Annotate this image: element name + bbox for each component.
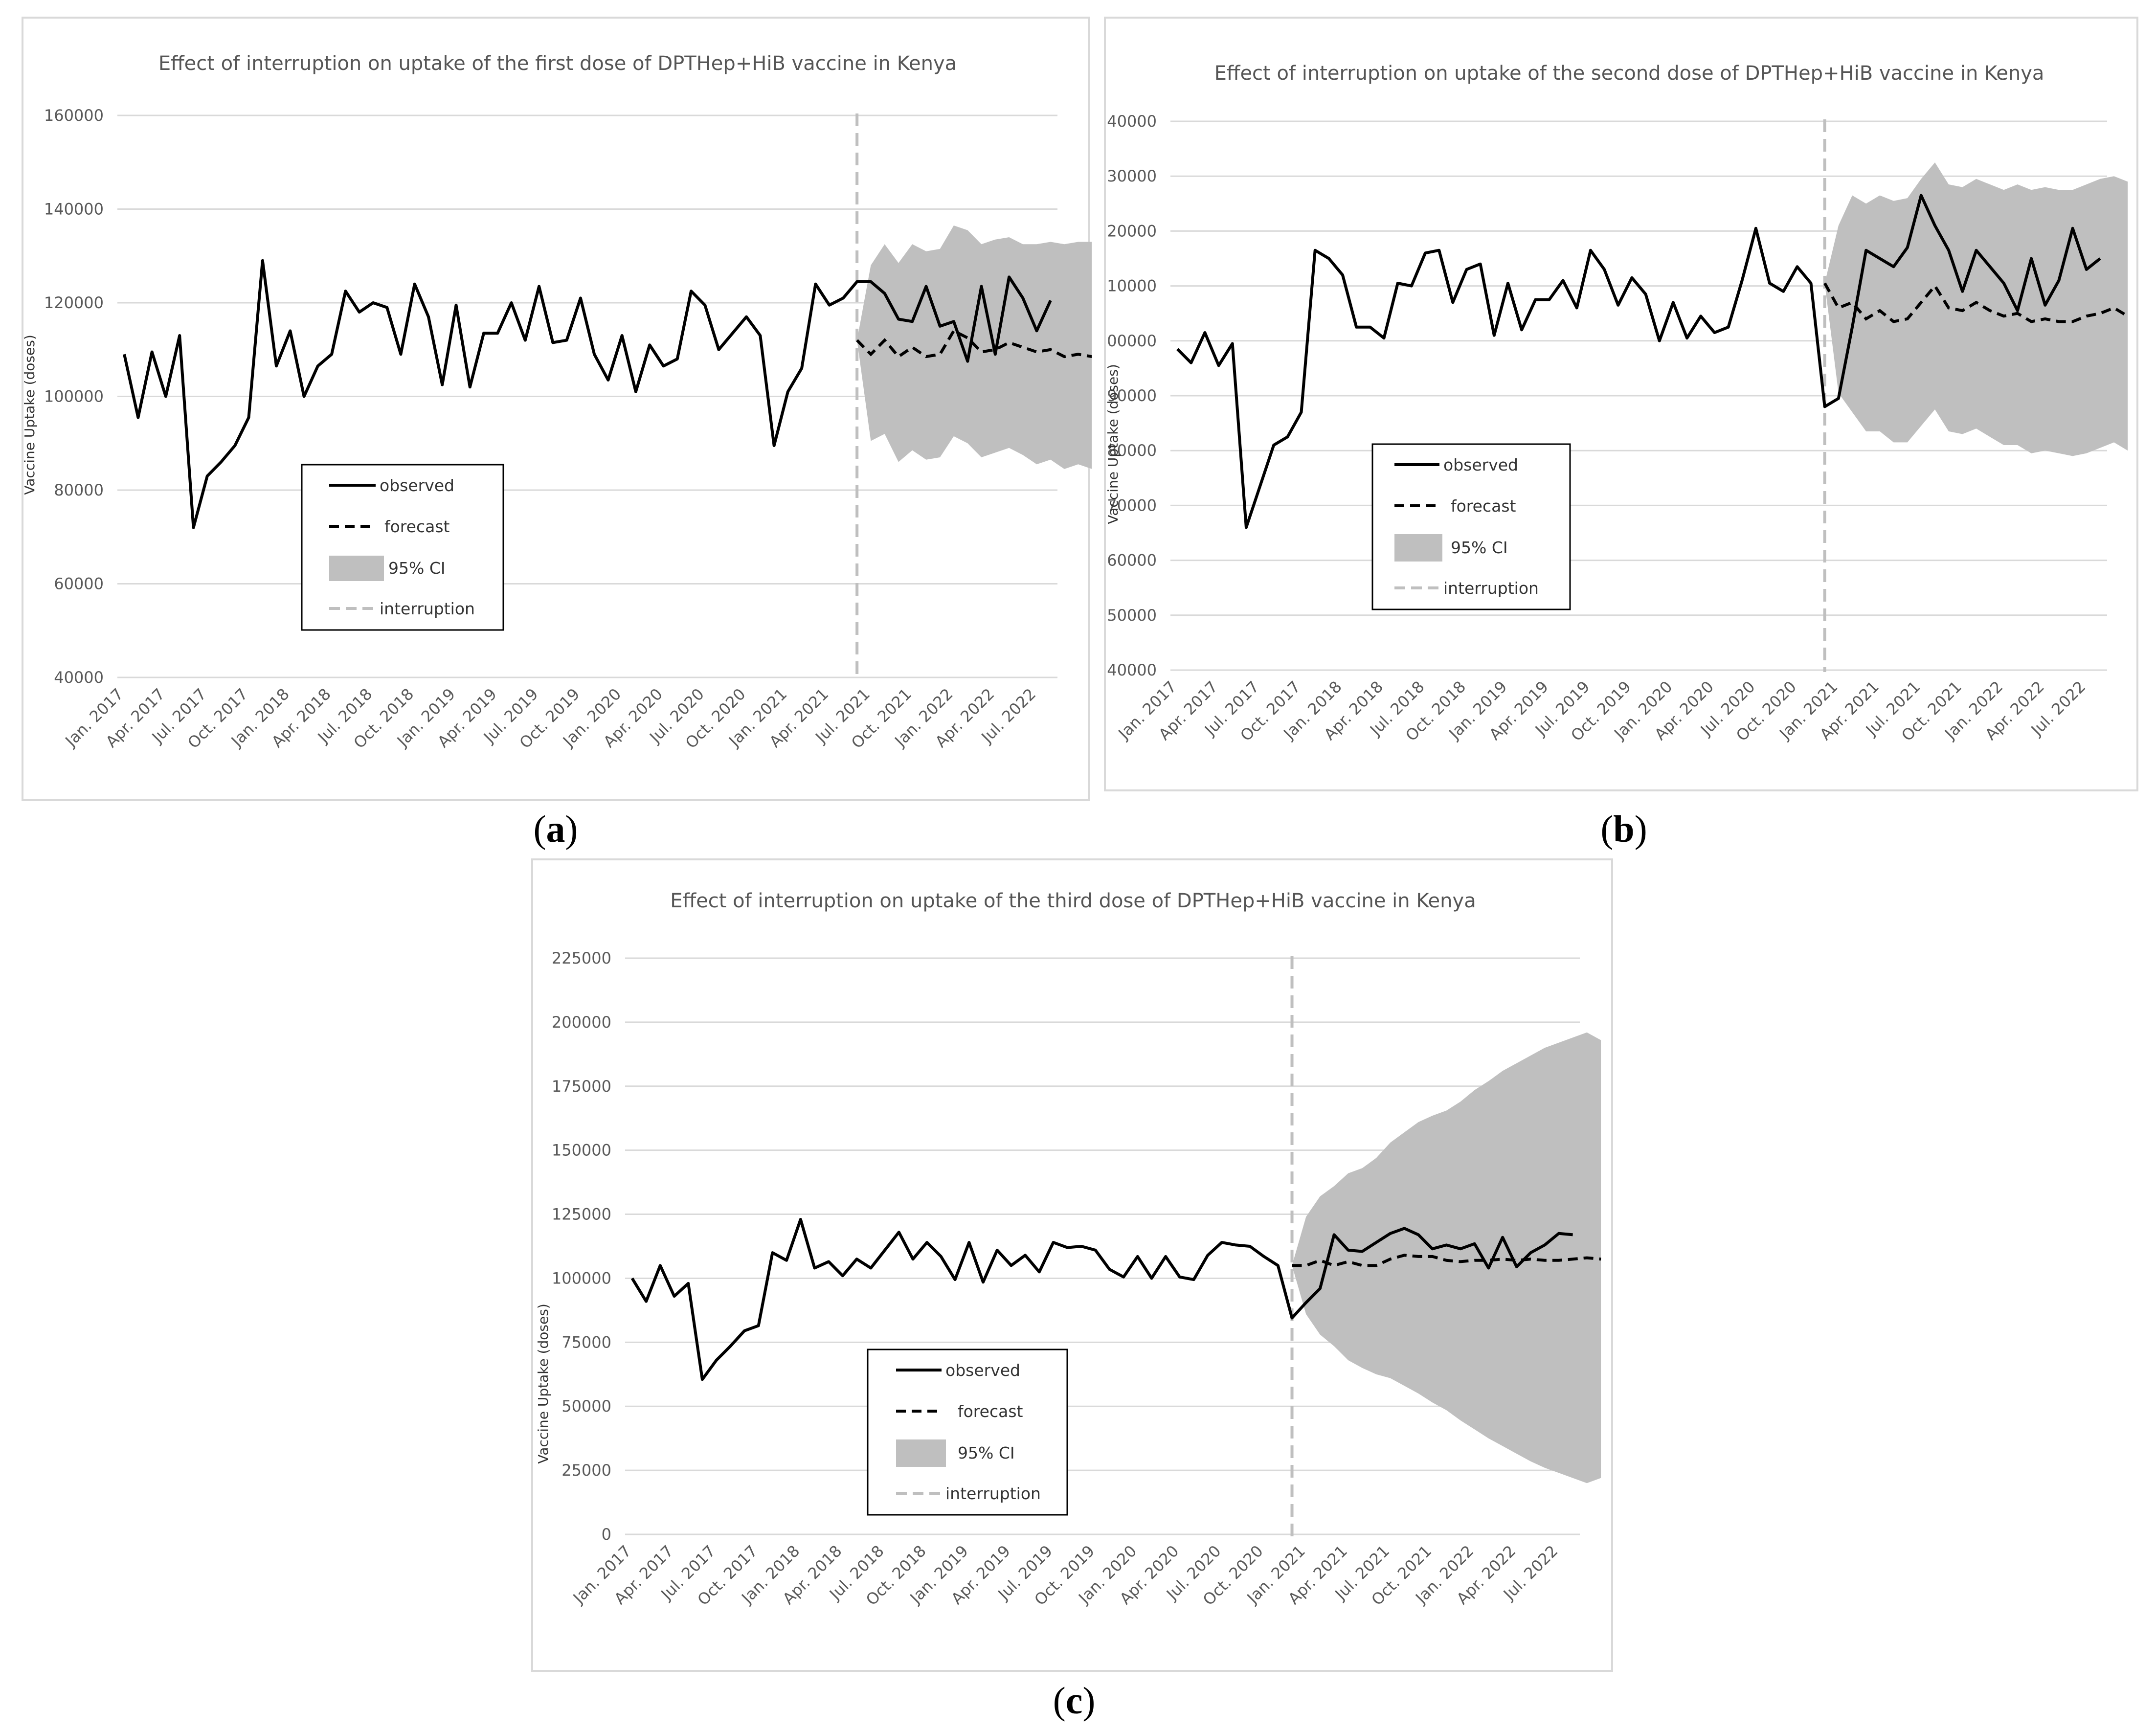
y-tick-label: 0 bbox=[602, 1525, 611, 1544]
ci-band-a bbox=[857, 225, 1092, 469]
ci-band-c bbox=[1292, 1032, 1601, 1484]
y-tick-label: 175000 bbox=[552, 1077, 611, 1096]
chart-svg-b: Effect of interruption on uptake of the … bbox=[1106, 62, 2129, 745]
y-tick-label: 80000 bbox=[1107, 441, 1157, 460]
y-ticks-a: 40000 60000 80000 100000 120000 140000 160000 bbox=[44, 106, 104, 687]
y-ticks-b: 40000 50000 60000 70000 80000 90000 100000 1100… bbox=[1106, 112, 1157, 679]
y-tick-label: 140000 bbox=[1106, 112, 1157, 131]
chart-panel-c: Effect of interruption on uptake of the … bbox=[531, 858, 1613, 1672]
chart-title-b: Effect of interruption on uptake of the … bbox=[1214, 62, 2044, 85]
y-tick-label: 60000 bbox=[1107, 551, 1157, 570]
y-tick-label: 75000 bbox=[561, 1333, 611, 1351]
y-tick-label: 120000 bbox=[44, 293, 104, 312]
y-tick-label: 150000 bbox=[552, 1141, 611, 1160]
y-axis-label-c: Vaccine Uptake (doses) bbox=[535, 1304, 551, 1463]
legend-b: observed forecast 95% CI interruption bbox=[1371, 443, 1571, 610]
legend-observed-label-a: observed bbox=[380, 476, 454, 495]
legend-ci-swatch-a bbox=[329, 556, 384, 581]
observed-series-a bbox=[123, 259, 1052, 529]
legend-ci-swatch-b bbox=[1394, 534, 1442, 562]
legend-observed-label-b: observed bbox=[1443, 455, 1518, 474]
y-tick-label: 225000 bbox=[552, 949, 611, 967]
legend-forecast-label-b: forecast bbox=[1451, 496, 1516, 516]
legend-forecast-label-a: forecast bbox=[384, 517, 450, 536]
legend-interruption-label-c: interruption bbox=[945, 1484, 1041, 1503]
y-tick-label: 110000 bbox=[1106, 277, 1157, 295]
y-axis-label-a: Vaccine Uptake (doses) bbox=[23, 335, 38, 495]
y-tick-label: 100000 bbox=[552, 1269, 611, 1287]
y-tick-label: 160000 bbox=[44, 106, 104, 125]
legend-observed-label-c: observed bbox=[945, 1361, 1020, 1380]
chart-svg-a: Effect of interruption on uptake of the … bbox=[23, 52, 1092, 752]
legend-ci-label-c: 95% CI bbox=[958, 1443, 1015, 1462]
y-axis-label-b: Vaccine Uptake (doses) bbox=[1106, 364, 1121, 524]
gridlines-a bbox=[117, 114, 1057, 678]
legend-interruption-label-a: interruption bbox=[380, 599, 475, 618]
y-ticks-c: 0 25000 50000 75000 100000 125000 150000 175000… bbox=[552, 949, 611, 1544]
legend-a: observed forecast 95% CI interruption bbox=[301, 464, 504, 631]
caption-c: (c) bbox=[1053, 1679, 1096, 1722]
ci-band-b bbox=[1824, 162, 2128, 456]
y-tick-label: 125000 bbox=[552, 1205, 611, 1224]
y-tick-label: 120000 bbox=[1106, 222, 1157, 240]
y-tick-label: 100000 bbox=[1106, 332, 1157, 350]
y-tick-label: 200000 bbox=[552, 1013, 611, 1032]
chart-svg-c: Effect of interruption on uptake of the … bbox=[535, 890, 1601, 1609]
y-tick-label: 80000 bbox=[54, 481, 104, 499]
y-tick-label: 130000 bbox=[1106, 167, 1157, 185]
y-tick-label: 100000 bbox=[44, 387, 104, 406]
legend-c: observed forecast 95% CI interruption bbox=[867, 1349, 1068, 1516]
chart-title-c: Effect of interruption on uptake of the … bbox=[670, 890, 1476, 912]
chart-panel-b: Effect of interruption on uptake of the … bbox=[1104, 17, 2138, 791]
y-tick-label: 50000 bbox=[1107, 606, 1157, 625]
forecast-series-c bbox=[1292, 1254, 1601, 1267]
forecast-series-b bbox=[1823, 282, 2129, 323]
y-tick-label: 60000 bbox=[54, 575, 104, 593]
legend-interruption-label-b: interruption bbox=[1443, 579, 1539, 598]
y-tick-label: 40000 bbox=[54, 668, 104, 687]
chart-panel-a: Effect of interruption on uptake of the … bbox=[22, 17, 1092, 801]
y-tick-label: 40000 bbox=[1107, 661, 1157, 679]
y-tick-label: 140000 bbox=[44, 200, 104, 219]
forecast-series-a bbox=[856, 329, 1092, 359]
y-tick-label: 25000 bbox=[561, 1461, 611, 1480]
legend-ci-label-b: 95% CI bbox=[1451, 538, 1508, 557]
y-tick-label: 70000 bbox=[1107, 496, 1157, 515]
y-tick-label: 50000 bbox=[561, 1397, 611, 1416]
y-tick-label: 90000 bbox=[1107, 386, 1157, 405]
caption-a: (a) bbox=[533, 808, 578, 850]
legend-ci-swatch-c bbox=[896, 1439, 946, 1467]
legend-forecast-label-c: forecast bbox=[958, 1402, 1023, 1421]
legend-ci-label-a: 95% CI bbox=[388, 559, 446, 578]
chart-title-a: Effect of interruption on uptake of the … bbox=[158, 52, 957, 75]
caption-b: (b) bbox=[1600, 808, 1647, 850]
observed-series-b bbox=[1176, 194, 2101, 529]
observed-series-c bbox=[630, 1218, 1573, 1381]
